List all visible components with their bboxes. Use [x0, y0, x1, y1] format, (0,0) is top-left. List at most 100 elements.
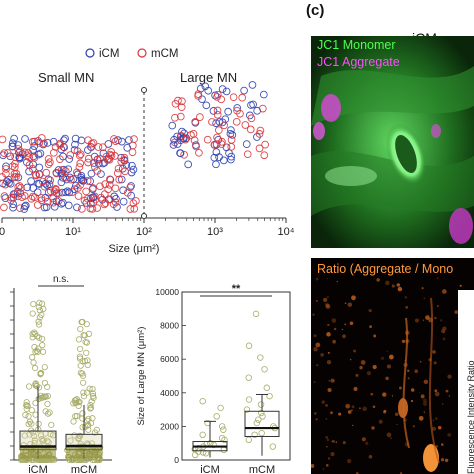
ratio-speck [325, 404, 328, 407]
ratio-speck [327, 323, 330, 327]
scatter-point-mcm [25, 161, 34, 169]
scatter-point-icm [125, 136, 133, 144]
scatter-point-mcm [37, 134, 46, 142]
scatter-point-icm [50, 202, 59, 211]
box-small-point [23, 402, 30, 409]
scatter-point-icm [71, 140, 79, 149]
panel-tag: (c) [306, 2, 325, 19]
ratio-speck [391, 284, 395, 288]
scatter-point-icm [77, 136, 86, 145]
ratio-speck [330, 452, 335, 457]
ratio-speck [380, 356, 385, 360]
box-small-point [26, 383, 33, 390]
ratio-speck [454, 310, 459, 315]
scatter-point-mcm [93, 204, 102, 212]
scatter-point-icm [42, 203, 51, 211]
box-small-point [29, 354, 36, 361]
ratio-speck [441, 403, 444, 405]
scatter-point-icm [5, 178, 13, 187]
scatter-point-icm [119, 186, 127, 195]
scatter-point-mcm [97, 193, 105, 202]
ratio-speck [434, 391, 440, 397]
scatter-point-icm [57, 199, 66, 208]
scatter-point-icm [178, 127, 186, 136]
y-tick-label: 6000 [160, 354, 179, 364]
scatter-point-mcm [23, 151, 31, 160]
scatter-point-mcm [99, 143, 107, 152]
box-small-point [76, 355, 84, 362]
scatter-point-icm [71, 134, 80, 143]
ratio-speck [396, 283, 401, 287]
scatter-point-mcm [106, 150, 115, 159]
scatter-point-mcm [25, 153, 34, 162]
scatter-point-mcm [130, 135, 138, 143]
ratio-speck [447, 374, 452, 379]
box-small-point [32, 381, 39, 388]
box-large-point [258, 429, 265, 437]
box-large-point [253, 419, 261, 427]
box-small-point [93, 426, 100, 433]
ratio-speck [344, 302, 347, 305]
box-small-point [36, 307, 44, 314]
scatter-point-mcm [243, 150, 252, 159]
y-tick-label: 0 [174, 455, 179, 465]
scatter-point-mcm [232, 117, 241, 126]
ratio-speck [440, 458, 445, 462]
scatter-point-mcm [30, 153, 39, 162]
ratio-speck [410, 388, 415, 392]
ratio-speck [312, 313, 315, 316]
ratio-speck [422, 398, 427, 403]
scatter-point-icm [43, 139, 52, 147]
y-tick-label: 4000 [160, 388, 179, 398]
box-small-point [28, 407, 35, 414]
ratio-speck [414, 369, 419, 374]
box-small-point [44, 410, 52, 417]
box-small-point [87, 402, 94, 409]
ratio-speck [401, 339, 406, 343]
ratio-speck [422, 319, 425, 321]
box-small-point [23, 399, 30, 406]
scatter-point-mcm [0, 149, 9, 157]
scatter-point-icm [58, 188, 67, 197]
ratio-speck [419, 360, 422, 363]
box-large-point [255, 416, 262, 423]
ratio-speck [383, 409, 387, 413]
scatter-point-mcm [20, 191, 29, 200]
legend-marker-icm [85, 48, 95, 58]
box-large-point [269, 443, 277, 450]
box-small-point [32, 330, 39, 337]
ratio-speck [366, 371, 371, 376]
scatter-point-mcm [213, 110, 222, 119]
ratio-speck [313, 346, 318, 352]
box-large-point [270, 423, 277, 430]
scatter-point-mcm [37, 194, 46, 202]
box-small-point [89, 385, 96, 393]
scatter-point-mcm [42, 168, 51, 177]
ratio-speck [423, 411, 426, 414]
ratio-speck [336, 280, 338, 283]
scatter-point-icm [176, 149, 184, 157]
box-small-point [30, 359, 37, 366]
box-small-point [84, 361, 91, 369]
scatter-point-mcm [128, 141, 137, 150]
scatter-point-mcm [208, 118, 216, 126]
ratio-speck [338, 412, 342, 416]
ratio-speck [326, 438, 330, 442]
scatter-point-mcm [104, 185, 113, 194]
scatter-point-mcm [54, 197, 63, 205]
box-small-point [44, 383, 51, 391]
scatter-point-icm [61, 134, 69, 143]
scatter-point-mcm [102, 152, 111, 161]
micrograph-jc1-image [311, 36, 474, 248]
scatter-point-mcm [110, 135, 118, 143]
ratio-speck [459, 284, 462, 287]
ratio-speck [353, 386, 358, 391]
ratio-speck [325, 304, 331, 309]
box-large-point [257, 401, 265, 408]
box-small-point [41, 393, 48, 400]
scatter-point-mcm [1, 180, 10, 189]
ratio-speck [311, 464, 315, 468]
scatter-point-mcm [10, 173, 19, 182]
ratio-speck [436, 277, 439, 280]
y-tick-label: 8000 [160, 321, 179, 331]
